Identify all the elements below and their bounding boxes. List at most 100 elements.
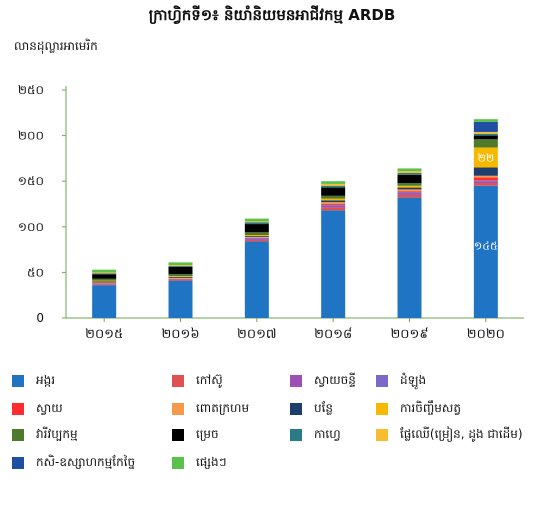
legend-item: ម្រេច [172, 426, 219, 444]
legend-item: ស្វាយចន្ទី [290, 372, 356, 390]
legend-swatch [376, 375, 388, 387]
legend-item: បន្លែ [290, 400, 333, 418]
data-label: ១៤៥ [474, 239, 498, 252]
bar-segment [244, 232, 269, 236]
legend-label: កៅស៊ូ [196, 373, 223, 387]
y-tick-label: ២៥០ [18, 83, 44, 97]
bar-segment [244, 238, 269, 240]
legend-label: កាហ្វេ [314, 427, 341, 441]
legend-label: ស្វាយ [36, 401, 63, 415]
bar-segment [397, 185, 422, 188]
bar-segment [244, 235, 269, 236]
y-tick-label: ១៥០ [18, 174, 44, 188]
legend-swatch [172, 375, 184, 387]
legend-item: វារីវប្បកម្ម [12, 426, 78, 444]
legend-swatch [376, 429, 388, 441]
y-tick-label: ១០០ [18, 220, 44, 234]
legend-swatch [172, 457, 184, 469]
bar-segment [244, 239, 269, 242]
bar-segment [244, 241, 269, 318]
bar-segment [168, 274, 193, 277]
x-tick-label: ២០១៩ [390, 327, 428, 342]
bar-segment [321, 200, 346, 203]
bar-segment [244, 224, 269, 233]
legend-item: កៅស៊ូ [172, 372, 223, 390]
x-tick-label: ២០១៦ [161, 327, 199, 342]
bar-segment [473, 135, 498, 140]
bar-segment [321, 195, 346, 199]
bar-segment [92, 272, 117, 274]
bar-segment [168, 276, 193, 278]
legend-item: ដំឡូង [376, 372, 426, 390]
legend-label: ម្រេច [196, 427, 219, 441]
x-tick-label: ២០១៨ [314, 327, 352, 342]
legend-item: ការចិញ្ចឹមសត្វ [376, 400, 461, 418]
y-tick-label: ២០០ [18, 129, 44, 143]
legend-label: បន្លែ [314, 401, 334, 415]
bar-segment [397, 172, 422, 175]
legend-item: ស្វាយ [12, 400, 63, 418]
bar-segment [321, 198, 346, 201]
legend-swatch [290, 429, 302, 441]
bar-segment [244, 237, 269, 239]
bar-segment [168, 266, 193, 275]
bar-segment [397, 194, 422, 198]
bar-segment [168, 276, 193, 277]
y-tick-label: 0 [36, 311, 44, 325]
legend-item: ផ្លែឈើ(ម្រៀន, ដូង ជាដើម) [376, 426, 523, 444]
y-axis-unit-label: លានដុល្លារអាមេរិក [14, 39, 98, 53]
x-tick-label: ២០២០ [467, 327, 505, 342]
bar-segment [397, 193, 422, 195]
bar-segment [321, 181, 346, 184]
bar-segment [244, 235, 269, 237]
x-tick-label: ២០១៧ [237, 327, 277, 342]
bar-segment [92, 273, 117, 275]
bar-segment [168, 265, 193, 267]
bar-segment [473, 131, 498, 134]
legend-label: ស្វាយចន្ទី [314, 373, 356, 387]
legend-label: កសិ-ឧស្សាហកម្មកែច្នៃ [36, 455, 136, 469]
legend-label: ពោតក្រហម [196, 401, 250, 415]
bar-segment [92, 284, 117, 286]
data-label: ២២ [478, 151, 495, 164]
bar-segment [92, 285, 117, 318]
bar-segment [321, 183, 346, 186]
bar-segment [321, 204, 346, 206]
bar-segment [473, 147, 498, 168]
legend-label: អង្ករ [36, 373, 56, 387]
legend-swatch [172, 403, 184, 415]
bar-segment [473, 180, 498, 182]
legend-item: អង្ករ [12, 372, 55, 390]
bar-segment [244, 222, 269, 225]
legend-swatch [290, 403, 302, 415]
bar-segment [244, 221, 269, 223]
bar-segment [397, 197, 422, 318]
legend-swatch [12, 429, 24, 441]
bar-segment [168, 278, 193, 280]
legend-label: ដំឡូង [400, 373, 427, 387]
bar-segment [473, 175, 498, 178]
bar-segment [244, 218, 269, 222]
bar-segment [397, 183, 422, 186]
bar-segment [92, 282, 117, 284]
bar-segment [92, 274, 117, 279]
bar-segment [92, 283, 117, 285]
bar-segment [321, 187, 346, 196]
legend-swatch [12, 375, 24, 387]
legend-label: ផ្លែឈើ(ម្រៀន, ដូង ជាដើម) [400, 427, 523, 441]
legend-label: ការចិញ្ចឹមសត្វ [400, 401, 461, 415]
bar-segment [321, 205, 346, 208]
bar-segment [473, 183, 498, 186]
bar-segment [473, 121, 498, 132]
legend-swatch [12, 457, 24, 469]
chart-title: ក្រាហ្វិកទី១៖ និយាំនិយមនអាជីវកម្ម ARDB [148, 6, 396, 24]
legend-swatch [12, 403, 24, 415]
bar-segment [397, 192, 422, 194]
bar-segment [473, 119, 498, 122]
bar-segment [321, 202, 346, 204]
legend-label: ផ្សេងៗ [196, 455, 227, 469]
y-tick-label: ៥០ [27, 265, 44, 279]
bar-segment [473, 185, 498, 318]
